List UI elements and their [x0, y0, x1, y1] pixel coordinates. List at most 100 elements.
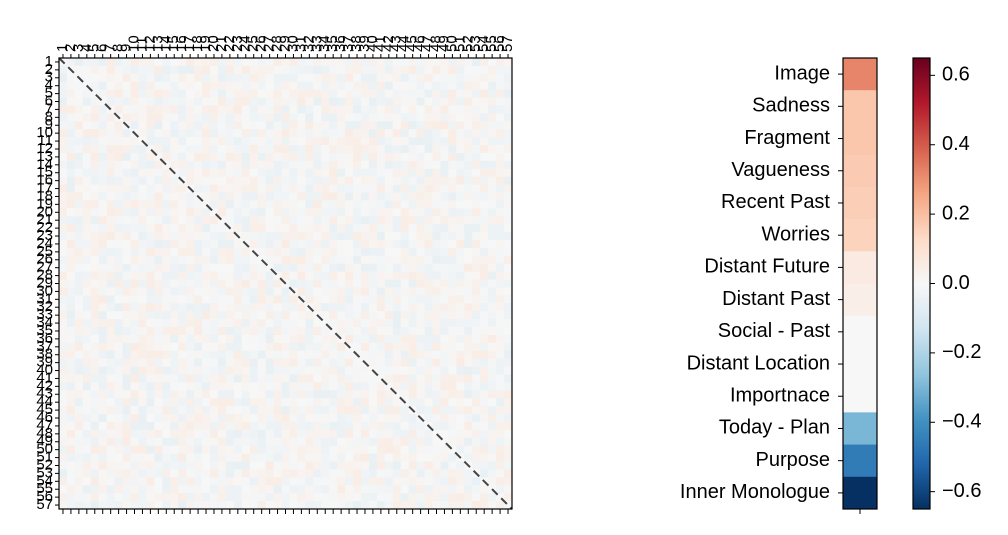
heatmap-cell — [210, 192, 219, 201]
heatmap-cell — [345, 208, 354, 217]
heatmap-cell — [353, 445, 362, 454]
heatmap-cell — [392, 137, 402, 146]
heatmap-cell — [376, 295, 386, 304]
heatmap-cell — [353, 366, 362, 375]
heatmap-cell — [202, 239, 211, 249]
heatmap-cell — [225, 232, 235, 241]
heatmap-cell — [480, 445, 489, 454]
heatmap-cell — [472, 414, 481, 423]
heatmap-cell — [233, 414, 243, 423]
heatmap-cell — [257, 168, 266, 177]
heatmap-cell — [384, 145, 394, 154]
heatmap-cell — [273, 350, 282, 359]
heatmap-cell — [424, 366, 433, 375]
heatmap-cell — [90, 160, 100, 170]
heatmap-cell — [178, 208, 187, 217]
x-tick-label: 11 — [133, 36, 150, 52]
heatmap-cell — [241, 184, 251, 193]
heatmap-cell — [408, 184, 417, 193]
heatmap-cell — [448, 461, 457, 470]
heatmap-cell — [361, 184, 370, 193]
heatmap-cell — [90, 176, 100, 185]
heatmap-cell — [210, 81, 219, 90]
heatmap-cell — [241, 152, 251, 162]
heatmap-cell — [273, 342, 282, 352]
heatmap-cell — [194, 429, 203, 439]
heatmap-cell — [408, 311, 417, 320]
heatmap-cell — [74, 129, 84, 138]
heatmap-cell — [488, 152, 497, 162]
heatmap-cell — [345, 303, 354, 312]
heatmap-cell — [504, 295, 513, 304]
heatmap-cell — [130, 263, 139, 272]
heatmap-cell — [138, 382, 147, 391]
heatmap-cell — [329, 477, 338, 486]
heatmap-cell — [313, 287, 322, 296]
heatmap-cell — [98, 58, 107, 67]
heatmap-cell — [210, 263, 219, 272]
heatmap-cell — [384, 89, 394, 98]
heatmap-cell — [416, 184, 425, 193]
heatmap-cell — [329, 200, 338, 209]
heatmap-cell — [146, 358, 155, 367]
heatmap-cell — [82, 105, 92, 114]
heatmap-cell — [82, 137, 92, 146]
heatmap-cell — [337, 398, 346, 407]
heatmap-cell — [289, 445, 298, 454]
heatmap-cell — [162, 208, 171, 217]
heatmap-cell — [281, 437, 290, 446]
heatmap-cell — [249, 152, 258, 162]
heatmap-cell — [440, 192, 449, 201]
heatmap-cell — [440, 224, 449, 233]
heatmap-cell — [289, 137, 298, 146]
heatmap-cell — [98, 200, 107, 209]
heatmap-cell — [384, 137, 394, 146]
y-tick-label: 57 — [36, 496, 53, 513]
heatmap-cell — [313, 113, 322, 122]
heatmap-cell — [178, 65, 187, 75]
heatmap-cell — [313, 295, 322, 304]
heatmap-cell — [480, 382, 489, 391]
heatmap-cell — [400, 176, 409, 185]
y-tick-label: 21 — [36, 211, 53, 228]
heatmap-cell — [122, 137, 131, 146]
heatmap-cell — [265, 445, 274, 454]
heatmap-cell — [194, 303, 203, 312]
heatmap-cell — [313, 65, 322, 75]
heatmap-cell — [59, 406, 68, 415]
heatmap-cell — [384, 382, 394, 391]
heatmap-cell — [130, 414, 139, 423]
heatmap-cell — [488, 105, 497, 114]
heatmap-cell — [353, 437, 362, 446]
heatmap-cell — [313, 81, 322, 90]
heatmap-cell — [82, 469, 92, 478]
heatmap-cell — [448, 208, 457, 217]
heatmap-cell — [257, 160, 266, 170]
heatmap-cell — [297, 453, 306, 462]
heatmap-cell — [424, 89, 433, 98]
heatmap-cell — [59, 303, 68, 312]
heatmap-cell — [162, 105, 171, 114]
heatmap-cell — [376, 208, 386, 217]
heatmap-cell — [210, 152, 219, 162]
heatmap-cell — [194, 461, 203, 470]
heatmap-cell — [154, 429, 163, 439]
heatmap-cell — [480, 184, 489, 193]
heatmap-cell — [59, 160, 68, 170]
heatmap-cell — [82, 192, 92, 201]
heatmap-cell — [504, 461, 513, 470]
heatmap-cell — [59, 429, 68, 439]
heatmap-cell — [376, 176, 386, 185]
heatmap-cell — [122, 105, 131, 114]
heatmap-cell — [59, 319, 68, 328]
heatmap-cell — [154, 160, 163, 170]
heatmap-cell — [59, 168, 68, 177]
heatmap-cell — [345, 421, 354, 431]
heatmap-cell — [233, 366, 243, 375]
y-tick-label: 18 — [36, 187, 53, 204]
heatmap-cell — [464, 152, 473, 162]
heatmap-cell — [138, 184, 147, 193]
heatmap-cell — [504, 216, 513, 225]
heatmap-cell — [321, 477, 330, 486]
x-tick-label: 45 — [404, 35, 421, 52]
